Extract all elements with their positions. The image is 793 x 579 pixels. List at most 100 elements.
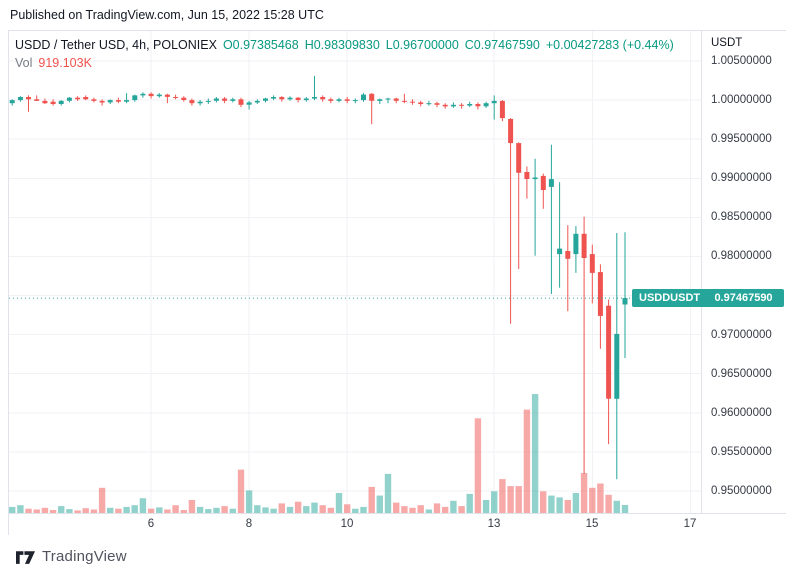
tradingview-mark-icon bbox=[16, 551, 35, 564]
volume-bar bbox=[107, 507, 114, 513]
candle-body bbox=[263, 98, 268, 101]
candle-body bbox=[410, 101, 415, 103]
candle-body bbox=[377, 99, 383, 101]
ohlc-close: C0.97467590 bbox=[464, 38, 540, 52]
candle-body bbox=[516, 143, 522, 173]
candle-body bbox=[279, 97, 285, 100]
price-axis-label: 0.95500000 bbox=[711, 446, 772, 458]
candle-body bbox=[320, 97, 326, 100]
volume-bar bbox=[221, 506, 228, 513]
volume-bar bbox=[172, 505, 179, 513]
volume-bar bbox=[58, 506, 65, 513]
legend-symbol-row: USDD / Tether USD, 4h, POLONIEX O0.97385… bbox=[15, 37, 674, 53]
candle-body bbox=[622, 298, 628, 305]
candle-body bbox=[238, 99, 244, 105]
candle-body bbox=[426, 103, 432, 105]
candlestick-chart[interactable] bbox=[9, 31, 701, 513]
candle-body bbox=[418, 102, 424, 104]
volume-bar bbox=[49, 510, 57, 513]
symbol-flag-text: USDDUSDT bbox=[639, 292, 701, 304]
candle-body bbox=[565, 251, 571, 259]
candle-body bbox=[26, 97, 31, 100]
volume-bar bbox=[245, 490, 253, 513]
price-axis-label: 0.98000000 bbox=[711, 250, 772, 262]
time-axis-label: 10 bbox=[340, 518, 354, 530]
published-text: Published on TradingView.com, Jun 15, 20… bbox=[10, 8, 324, 22]
ohlc-open: O0.97385468 bbox=[222, 38, 299, 52]
candle-body bbox=[34, 99, 40, 101]
candle-body bbox=[475, 104, 481, 107]
time-axis-label: 8 bbox=[245, 518, 253, 530]
candle-body bbox=[197, 101, 203, 104]
volume-bar bbox=[384, 473, 392, 513]
tradingview-logo[interactable]: TradingView bbox=[16, 548, 127, 565]
candle-body bbox=[597, 272, 603, 316]
volume-bar bbox=[139, 498, 147, 513]
candle-body bbox=[254, 100, 260, 103]
candle-body bbox=[99, 100, 105, 103]
volume-bar bbox=[417, 505, 424, 513]
volume-bar bbox=[82, 508, 89, 513]
candle-body bbox=[213, 98, 219, 101]
volume-bar bbox=[548, 495, 555, 513]
candle-body bbox=[303, 98, 309, 101]
volume-bar bbox=[98, 487, 106, 513]
candle-body bbox=[361, 94, 366, 101]
candle-body bbox=[287, 97, 293, 100]
candle-body bbox=[499, 100, 505, 119]
volume-bar bbox=[621, 505, 629, 513]
volume-bar bbox=[229, 508, 236, 513]
price-axis-label: 0.98500000 bbox=[711, 211, 772, 223]
volume-bar bbox=[17, 505, 24, 513]
volume-bar bbox=[41, 507, 49, 513]
candle-body bbox=[434, 103, 440, 105]
candle-body bbox=[573, 233, 579, 255]
symbol-title[interactable]: USDD / Tether USD, 4h, POLONIEX bbox=[15, 38, 217, 52]
volume-bar bbox=[25, 508, 32, 513]
volume-bar bbox=[278, 503, 285, 513]
volume-bar bbox=[450, 500, 457, 513]
candle-body bbox=[312, 97, 317, 99]
volume-bar bbox=[482, 500, 490, 513]
candle-body bbox=[83, 97, 89, 100]
time-axis-label: 15 bbox=[585, 518, 599, 530]
volume-bar bbox=[491, 491, 498, 513]
price-axis-label: 0.95000000 bbox=[711, 485, 772, 497]
volume-bar bbox=[442, 506, 449, 513]
volume-bar bbox=[474, 418, 482, 513]
volume-bar bbox=[523, 409, 531, 513]
volume-bar bbox=[376, 495, 383, 513]
volume-bar bbox=[115, 508, 122, 513]
candle-body bbox=[491, 100, 497, 104]
candle-body bbox=[459, 104, 465, 106]
volume-bar bbox=[458, 506, 465, 513]
price-scale[interactable]: USDT 1.00500000 1.00000000 0.99500000 0.990… bbox=[701, 31, 787, 534]
volume-bar bbox=[360, 506, 367, 513]
volume-bar bbox=[123, 506, 130, 513]
time-axis-label: 17 bbox=[683, 518, 697, 530]
candle-body bbox=[205, 100, 211, 102]
candle-body bbox=[524, 172, 530, 179]
volume-bar bbox=[352, 508, 359, 513]
price-axis-label: 0.96500000 bbox=[711, 368, 772, 380]
volume-bar bbox=[605, 494, 612, 513]
candle-body bbox=[132, 95, 138, 101]
candle-body bbox=[156, 94, 162, 97]
volume-bar bbox=[270, 508, 277, 513]
candle-body bbox=[91, 99, 97, 101]
volume-bar bbox=[33, 509, 40, 513]
candle-body bbox=[140, 93, 146, 96]
candle-body bbox=[393, 98, 399, 101]
candle-body bbox=[336, 99, 342, 101]
candle-body bbox=[540, 175, 546, 190]
volume-bar bbox=[344, 504, 351, 513]
volume-bar bbox=[507, 486, 514, 513]
chart-legend: USDD / Tether USD, 4h, POLONIEX O0.97385… bbox=[15, 37, 674, 71]
time-axis-label: 13 bbox=[487, 518, 501, 530]
time-scale[interactable]: 6 8 10 13 15 17 bbox=[9, 513, 786, 536]
candle-body bbox=[189, 100, 195, 104]
current-price-flag: 0.97467590 bbox=[703, 289, 784, 307]
volume-bar bbox=[164, 509, 171, 513]
candle-body bbox=[385, 98, 391, 100]
